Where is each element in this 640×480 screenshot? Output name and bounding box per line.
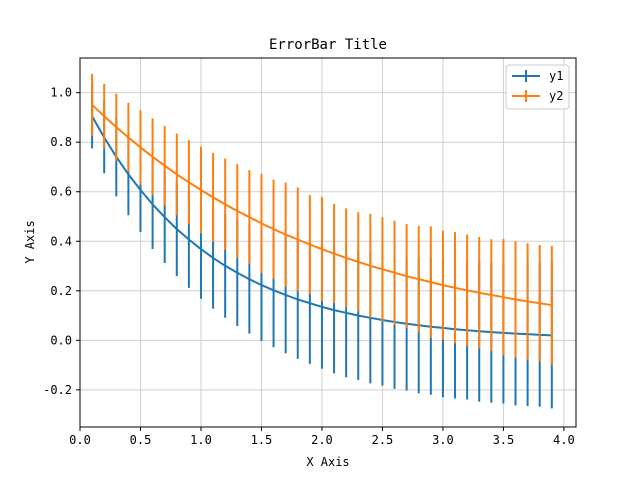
x-tick-label: 0.0 [69,433,91,447]
grid [79,58,576,427]
x-tick-label: 4.0 [553,433,575,447]
y2-line [91,104,552,307]
y-tick-label: 1.0 [50,86,72,100]
y-tick-label: 0.4 [50,234,72,248]
x-tick-label: 2.0 [311,433,333,447]
y-tick-label: -0.2 [43,383,72,397]
series-layer [91,73,553,409]
series-y2 [91,73,553,365]
x-tick-label: 1.0 [190,433,212,447]
x-tick-label: 2.5 [372,433,394,447]
y-axis-title: Y Axis [23,220,37,263]
chart-title: ErrorBar Title [269,37,387,53]
plot-frame [79,57,577,428]
y1-line [91,115,552,337]
x-tick-label: 3.5 [493,433,515,447]
x-axis-title: X Axis [306,455,349,469]
legend-label-y2: y2 [549,89,563,103]
y-tick-label: 0.2 [50,284,72,298]
legend-label-y1: y1 [549,69,563,83]
x-tick-label: 3.0 [432,433,454,447]
y-tick-label: 0.8 [50,135,72,149]
y-tick-label: 0.6 [50,185,72,199]
x-tick-label: 1.5 [251,433,273,447]
x-tick-label: 0.5 [130,433,152,447]
y-axis: -0.2 0.0 0.2 0.4 0.6 0.8 1.0 [43,86,80,397]
x-axis: 0.0 0.5 1.0 1.5 2.0 2.5 3.0 3.5 4.0 [69,427,575,447]
y-tick-label: 0.0 [50,333,72,347]
